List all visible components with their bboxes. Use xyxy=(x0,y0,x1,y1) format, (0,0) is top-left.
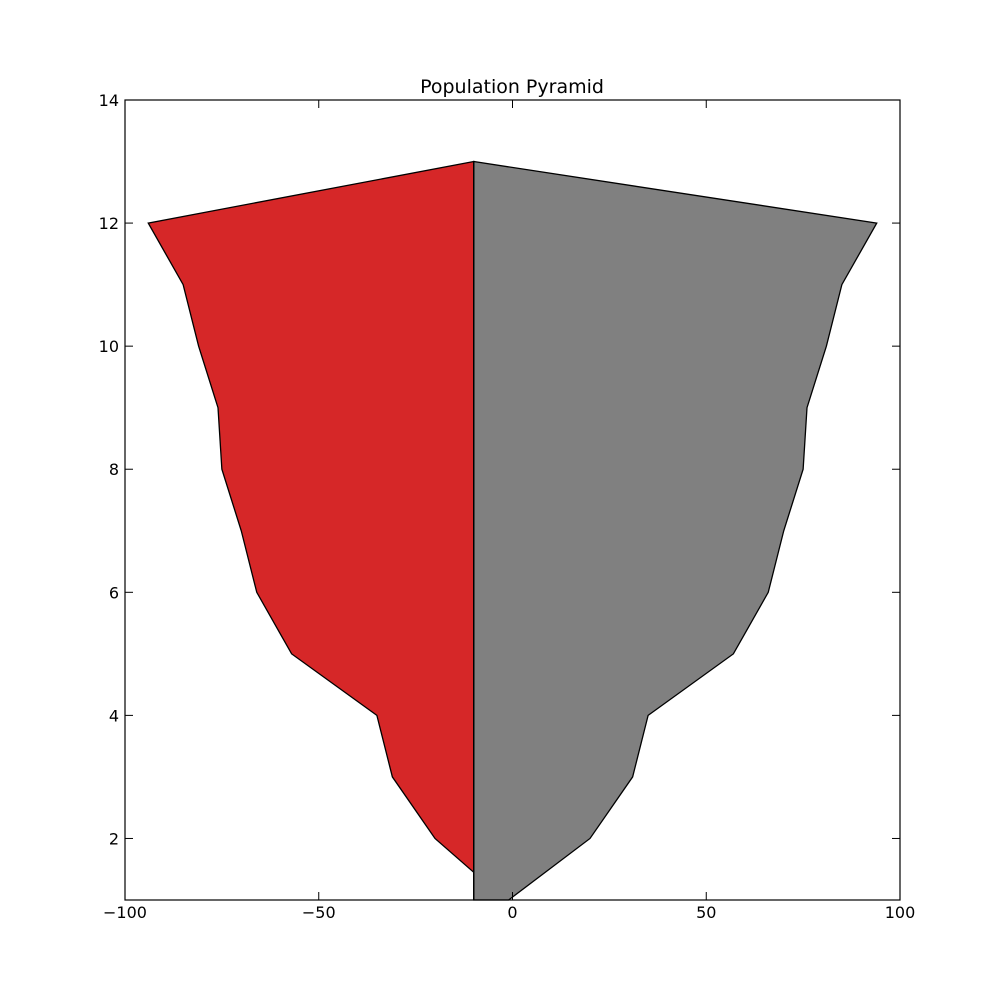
y-tick-label: 10 xyxy=(99,337,119,356)
y-tick-label: 6 xyxy=(109,583,119,602)
y-tick-label: 8 xyxy=(109,460,119,479)
x-tick-label: 50 xyxy=(696,903,716,922)
x-tick-label: −50 xyxy=(302,903,336,922)
y-tick-label: 12 xyxy=(99,214,119,233)
x-axis: −100 −50 0 50 100 xyxy=(103,100,915,922)
chart-title: Population Pyramid xyxy=(420,76,604,98)
x-tick-label: 100 xyxy=(885,903,916,922)
series-left-area xyxy=(147,160,475,874)
y-tick-label: 4 xyxy=(109,706,119,725)
y-axis: 2 4 6 8 10 12 14 xyxy=(99,91,900,848)
x-tick-label: 0 xyxy=(507,903,517,922)
series-layer xyxy=(147,160,878,901)
x-tick-label: −100 xyxy=(103,903,147,922)
y-tick-label: 2 xyxy=(109,829,119,848)
series-right-area xyxy=(473,160,878,901)
y-tick-label: 14 xyxy=(99,91,119,110)
